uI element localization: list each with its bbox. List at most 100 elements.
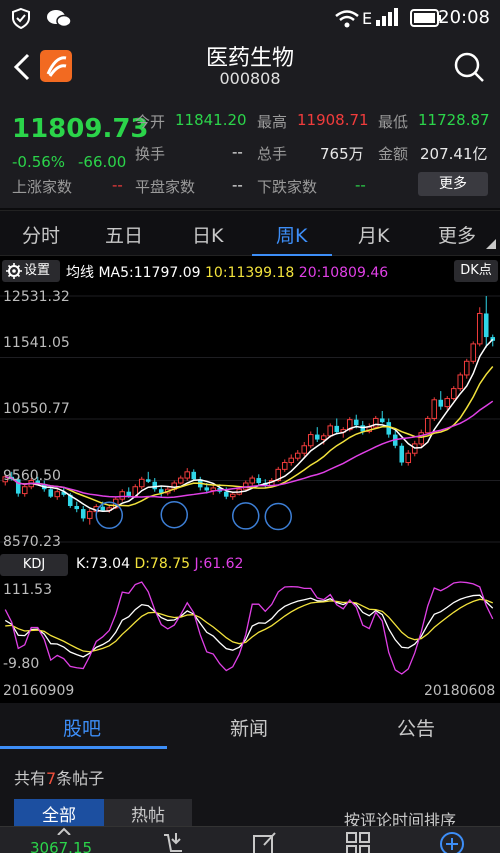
kline-chart-panel: 设置 均线 MA5:11797.09 10:11399.18 20:10809.…	[0, 256, 500, 703]
tab-news[interactable]: 新闻	[230, 718, 269, 740]
candle-body	[61, 491, 67, 495]
candle	[405, 450, 412, 466]
amount-label: 金额	[378, 145, 409, 163]
stock-code: 000808	[219, 69, 281, 88]
candle-body	[346, 419, 353, 431]
tab-intraday[interactable]: 分时	[22, 225, 61, 247]
ma20-line	[5, 400, 494, 499]
candle-body	[431, 399, 438, 419]
clock: 20:08	[438, 7, 490, 28]
candle-body	[223, 491, 229, 497]
candle-body	[86, 511, 93, 519]
candle-body	[327, 425, 334, 437]
down-count-label: 下跌家数	[257, 178, 318, 196]
content-tabs: 股吧 新闻 公告	[0, 703, 500, 749]
high-value: 11908.71	[297, 111, 369, 129]
open-value: 11841.20	[175, 111, 247, 129]
turnover-label: 换手	[135, 145, 166, 163]
candle-body	[483, 313, 489, 338]
candle-body	[288, 457, 295, 464]
ma-label: 均线	[66, 265, 94, 281]
tab-announcements[interactable]: 公告	[397, 718, 436, 740]
tab-monthly-k[interactable]: 月K	[358, 225, 390, 247]
tab-forum[interactable]: 股吧	[63, 718, 102, 740]
buy-cart-icon[interactable]	[162, 831, 186, 853]
up-count-value: --	[112, 176, 123, 194]
sort-selector[interactable]: 按评论时间排序	[344, 811, 457, 830]
amount-value: 207.41亿	[420, 145, 488, 163]
y-tick-label: 8570.23	[3, 534, 61, 550]
candle-body	[476, 312, 483, 345]
period-tabs: 分时 五日 日K 周K 月K 更多	[0, 210, 500, 257]
up-count-label: 上涨家数	[12, 178, 73, 196]
kdj-chart[interactable]	[0, 578, 500, 678]
tab-weekly-k[interactable]: 周K	[276, 225, 308, 247]
candle	[457, 372, 464, 392]
index-value[interactable]: 3067.15	[30, 839, 93, 853]
candle-body	[399, 445, 405, 463]
candle	[229, 491, 236, 500]
bottom-toolbar: 3067.15	[0, 826, 500, 853]
candle-body	[386, 422, 392, 435]
candle	[86, 509, 93, 525]
change-value: -66.00	[78, 153, 127, 171]
y-tick-label: 12531.32	[3, 289, 70, 305]
candle-body	[372, 417, 379, 428]
add-watchlist-icon[interactable]	[438, 830, 466, 853]
candle-body	[67, 494, 73, 506]
candle	[80, 505, 86, 522]
svg-text:E: E	[362, 9, 372, 28]
open-label: 今开	[135, 113, 166, 131]
candle	[470, 341, 477, 364]
candle	[54, 489, 61, 500]
candle	[119, 489, 126, 502]
candle-body	[249, 477, 256, 484]
candle-body	[379, 418, 385, 423]
quote-panel: 11809.73 -0.56% -66.00 上涨家数 -- 今开 11841.…	[0, 96, 500, 208]
candlestick-chart[interactable]	[0, 284, 500, 550]
candle	[15, 476, 21, 497]
candle	[138, 476, 145, 490]
candle-body	[450, 388, 457, 400]
kdj-legend: K:73.04 D:78.75 J:61.62	[76, 556, 243, 572]
candle	[152, 478, 158, 492]
active-tab-indicator	[252, 254, 332, 257]
last-price: 11809.73	[12, 114, 149, 144]
candle	[288, 454, 295, 466]
wechat-icon	[47, 10, 72, 28]
dk-point-button[interactable]: DK点	[454, 260, 498, 282]
chart-settings-button[interactable]: 设置	[2, 260, 60, 282]
candle	[249, 475, 256, 486]
caret-up-icon	[57, 827, 71, 835]
candle-body	[21, 486, 28, 495]
candle-body	[158, 489, 164, 493]
tab-five-day[interactable]: 五日	[105, 225, 144, 247]
high-label: 最高	[257, 113, 288, 131]
candle-body	[145, 479, 151, 482]
kdj-indicator-button[interactable]: KDJ	[0, 554, 68, 576]
search-icon[interactable]	[452, 50, 486, 84]
candle	[372, 415, 379, 429]
y-tick-label: 9560.50	[3, 468, 61, 484]
dk-marker	[264, 502, 292, 531]
candle-body	[35, 480, 41, 485]
tab-more[interactable]: 更多	[438, 225, 477, 247]
candle	[177, 475, 184, 485]
tab-daily-k[interactable]: 日K	[192, 225, 224, 247]
candle	[158, 485, 164, 497]
dk-marker	[95, 501, 123, 530]
grid-menu-icon[interactable]	[345, 831, 371, 853]
candle	[424, 415, 431, 435]
candle-body	[444, 398, 451, 408]
more-quote-button[interactable]: 更多	[418, 172, 488, 196]
flat-count-value: --	[232, 176, 243, 194]
tab-more-corner-icon	[486, 239, 496, 249]
candle-body	[229, 493, 236, 498]
gear-icon	[6, 263, 22, 279]
back-arrow-icon[interactable]	[10, 52, 34, 82]
candle	[450, 386, 457, 401]
candle-body	[424, 417, 431, 434]
candle-body	[54, 491, 61, 498]
app-logo[interactable]	[40, 50, 72, 82]
edit-post-icon[interactable]	[252, 831, 278, 853]
